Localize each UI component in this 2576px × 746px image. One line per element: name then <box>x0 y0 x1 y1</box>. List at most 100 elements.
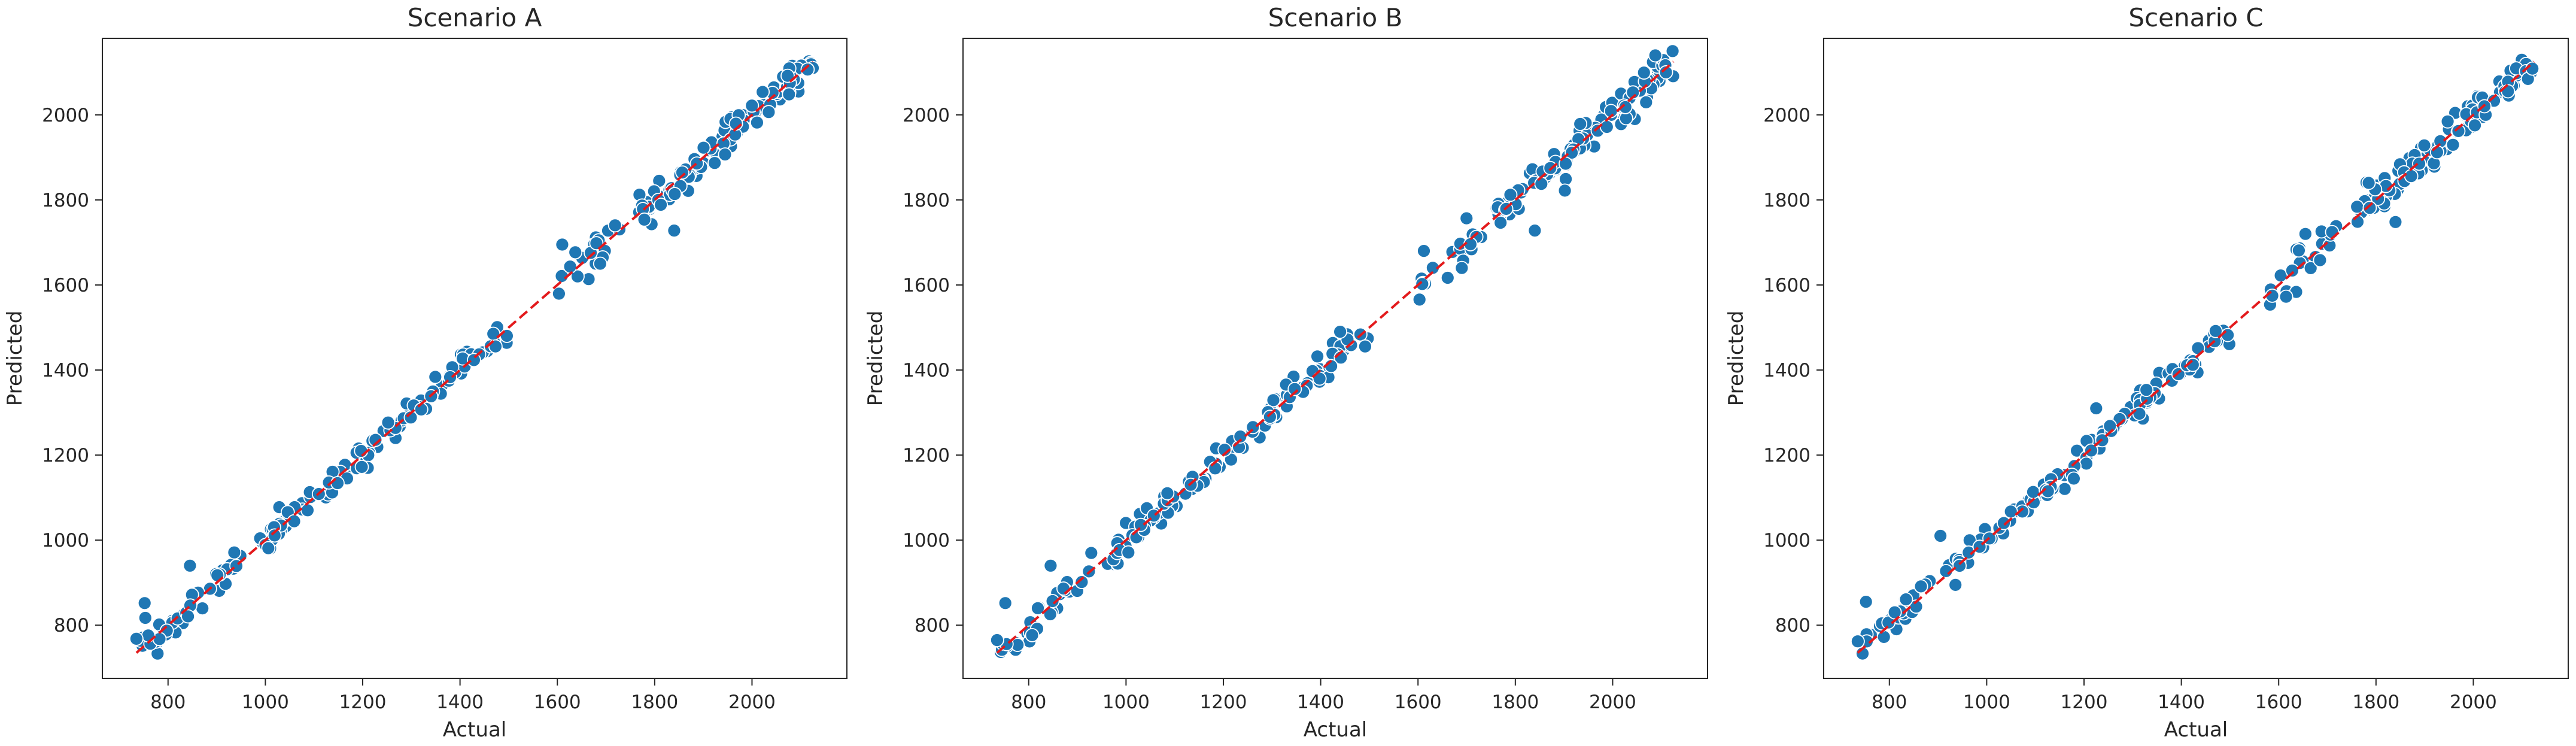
chart-title: Scenario A <box>408 3 542 32</box>
scatter-point <box>1357 339 1372 354</box>
scatter-point <box>2313 253 2328 268</box>
scatter-point <box>552 286 566 301</box>
scatter-point <box>1440 271 1455 285</box>
x-tick-label: 1800 <box>631 692 678 713</box>
plot-area-frame <box>962 38 1708 679</box>
scatter-point <box>1913 579 1928 594</box>
x-tick-label: 1400 <box>1297 692 1344 713</box>
y-tick-label: 1200 <box>42 445 89 466</box>
scatter-point <box>1997 515 2011 530</box>
x-tick-label: 1400 <box>2158 692 2205 713</box>
scatter-point <box>1599 120 1614 134</box>
scatter-point <box>718 147 733 162</box>
scatter-point <box>1223 452 1238 467</box>
scatter-point <box>1417 244 1431 259</box>
scatter-point <box>1333 325 1348 339</box>
scatter-point <box>1898 592 1913 606</box>
y-tick-label: 1000 <box>1763 530 1811 551</box>
scatter-point <box>2057 481 2072 496</box>
scatter-point <box>1636 65 1651 80</box>
scatter-point <box>761 105 776 120</box>
scatter-point <box>555 237 570 252</box>
scatter-point <box>2501 84 2516 99</box>
y-tick-label: 1600 <box>903 275 950 296</box>
y-tick-label: 1800 <box>1763 190 1811 211</box>
scatter-point <box>1459 211 1474 226</box>
scatter-point <box>2285 263 2299 278</box>
scatter-point <box>210 568 225 583</box>
subplot-scenario-c: Scenario C Actual Predicted 800 1000 1200 1… <box>1724 3 2569 742</box>
x-axis-label: Actual <box>2164 718 2228 742</box>
scatter-point <box>354 460 369 474</box>
scatter-point <box>2279 289 2294 304</box>
subplot-scenario-a: Scenario A Actual Predicted 800 1000 1200 1… <box>3 3 847 742</box>
x-tick-label: 1000 <box>1102 692 1150 713</box>
scatter-point <box>750 115 764 130</box>
scatter-point <box>368 432 383 447</box>
scatter-point <box>467 353 481 368</box>
scatter-point <box>2132 407 2147 421</box>
scatter-point <box>2208 323 2223 338</box>
scatter-point <box>1887 605 1902 620</box>
scatter-point <box>1503 187 1518 202</box>
plot-area-frame <box>102 38 847 679</box>
scatter-point <box>2350 199 2365 214</box>
scatter-point <box>1043 558 1058 573</box>
scatter-point <box>2066 471 2081 486</box>
y-tick-label: 800 <box>54 615 89 636</box>
x-tick-label: 800 <box>150 692 186 713</box>
y-tick-label: 800 <box>1775 615 1811 636</box>
scatter-point <box>637 212 652 227</box>
scatter-point <box>782 87 797 102</box>
scatter-point <box>1658 65 1673 80</box>
scatter-point <box>998 596 1013 611</box>
scatter-point <box>267 528 282 543</box>
x-tick-label: 800 <box>1872 692 1907 713</box>
y-tick-label: 2000 <box>903 105 950 126</box>
x-tick-label: 1200 <box>1200 692 1247 713</box>
scatter-point <box>1493 216 1508 230</box>
x-axis-label: Actual <box>443 718 507 742</box>
scatter-point <box>2388 214 2403 229</box>
scatter-point <box>1948 578 1963 592</box>
scatter-point <box>1084 545 1099 560</box>
y-tick-label: 1600 <box>1763 275 1811 296</box>
chart-title: Scenario B <box>1268 3 1403 32</box>
scatter-point <box>137 596 152 611</box>
scatter-point <box>195 601 210 615</box>
x-tick-label: 1200 <box>339 692 387 713</box>
scatter-point <box>745 98 760 113</box>
x-tick-label: 2000 <box>728 692 776 713</box>
scatter-point <box>654 198 668 212</box>
scatter-point <box>1246 420 1260 435</box>
scatter-point <box>2451 123 2466 138</box>
x-axis-label: Actual <box>1304 718 1368 742</box>
scatter-point <box>1881 615 1896 630</box>
x-tick-label: 1000 <box>242 692 289 713</box>
scatter-point <box>1850 634 1865 649</box>
scatter-point <box>2079 456 2094 471</box>
x-tick-label: 2000 <box>2450 692 2497 713</box>
scatter-point <box>183 558 198 573</box>
identity-reference-line <box>135 60 814 654</box>
scatter-point <box>141 628 156 643</box>
scatter-point <box>667 223 682 238</box>
y-tick-label: 1200 <box>903 445 950 466</box>
x-tick-label: 1200 <box>2061 692 2108 713</box>
scatter-point <box>2298 226 2313 241</box>
x-tick-label: 1600 <box>534 692 581 713</box>
scatter-point <box>2446 137 2460 152</box>
scatter-point <box>1217 442 1232 457</box>
y-tick-label: 800 <box>915 615 950 636</box>
scatter-point <box>1031 601 1045 615</box>
scatter-point <box>1074 575 1089 589</box>
scatter-point <box>300 503 315 518</box>
scatter-point <box>2404 169 2419 184</box>
scatter-point <box>1454 260 1469 275</box>
scatter-point <box>667 187 682 202</box>
scatter-point <box>1025 628 1040 642</box>
y-axis-label: Predicted <box>1724 311 1748 407</box>
y-tick-label: 2000 <box>1763 105 1811 126</box>
x-tick-label: 1800 <box>2352 692 2399 713</box>
